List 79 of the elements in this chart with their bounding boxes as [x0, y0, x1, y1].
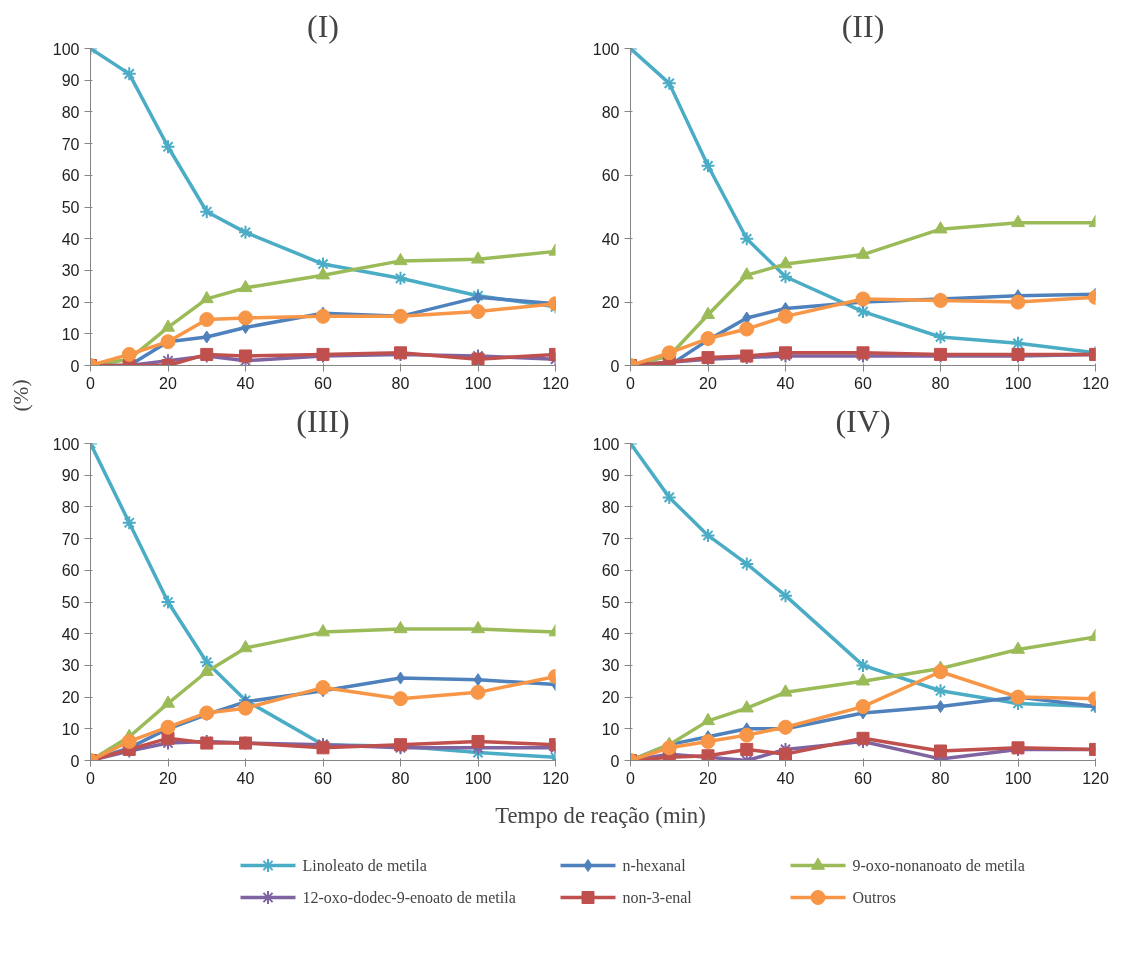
legend-label: Linoleato de metila	[302, 857, 427, 874]
x-tick-label: 0	[626, 769, 636, 787]
x-tick-label: 0	[86, 769, 96, 787]
legend-label: non-3-enal	[622, 889, 693, 906]
x-tick-label: 20	[699, 769, 717, 787]
x-tick-label: 120	[542, 769, 569, 787]
x-tick-label: 80	[391, 374, 410, 392]
y-tick-label: 90	[61, 467, 80, 485]
y-tick-label: 60	[61, 167, 80, 185]
legend-label: 9-oxo-nonanoato de metila	[852, 857, 1025, 874]
y-tick-label: 10	[61, 325, 80, 343]
y-tick-label: 100	[52, 40, 80, 58]
y-tick-label: 100	[52, 435, 80, 453]
x-tick-label: 80	[391, 769, 410, 787]
chart-title: (I)	[307, 7, 339, 44]
x-tick-label: 100	[1004, 374, 1032, 392]
y-tick-label: 30	[601, 657, 620, 675]
x-tick-label: 100	[464, 374, 492, 392]
x-tick-label: 120	[542, 374, 569, 392]
y-tick-label: 90	[601, 467, 620, 485]
y-tick-label: 70	[61, 530, 80, 548]
y-tick-label: 30	[61, 657, 80, 675]
legend-label: 12-oxo-dodec-9-enoato de metila	[302, 889, 516, 906]
x-tick-label: 60	[314, 374, 332, 392]
x-tick-label: 100	[1004, 769, 1032, 787]
x-axis-title: Tempo de reação (min)	[495, 803, 706, 828]
x-tick-label: 120	[1082, 769, 1109, 787]
x-tick-label: 0	[626, 374, 636, 392]
y-tick-label: 70	[61, 135, 80, 153]
y-tick-label: 90	[61, 72, 80, 90]
y-tick-label: 80	[601, 103, 620, 121]
y-tick-label: 20	[61, 294, 80, 312]
x-tick-label: 120	[1082, 374, 1109, 392]
y-tick-label: 10	[61, 720, 80, 738]
y-tick-label: 50	[601, 594, 620, 611]
x-tick-label: 20	[699, 374, 717, 392]
x-tick-label: 80	[931, 769, 950, 787]
x-tick-label: 60	[854, 769, 872, 787]
y-tick-label: 80	[601, 498, 620, 516]
y-tick-label: 0	[70, 357, 80, 375]
x-tick-label: 60	[314, 769, 332, 787]
y-tick-label: 50	[61, 594, 80, 611]
legend-label: n-hexanal	[622, 857, 687, 874]
x-tick-label: 100	[464, 769, 492, 787]
chart-title: (IV)	[835, 402, 891, 439]
y-tick-label: 60	[601, 167, 620, 185]
y-tick-label: 100	[592, 40, 620, 58]
y-tick-label: 20	[61, 689, 80, 707]
y-tick-label: 70	[601, 530, 620, 548]
x-tick-label: 20	[159, 769, 177, 787]
y-tick-label: 80	[61, 498, 80, 516]
y-tick-label: 40	[601, 230, 620, 248]
chart-title: (III)	[296, 402, 350, 439]
y-tick-label: 0	[70, 752, 80, 770]
chart-title: (II)	[841, 7, 885, 44]
y-tick-label: 30	[61, 262, 80, 280]
y-tick-label: 40	[61, 625, 80, 643]
x-tick-label: 40	[236, 769, 255, 787]
y-tick-label: 60	[601, 562, 620, 580]
x-tick-label: 80	[931, 374, 950, 392]
x-tick-label: 40	[776, 374, 795, 392]
y-tick-label: 50	[61, 199, 80, 216]
y-tick-label: 40	[61, 230, 80, 248]
y-tick-label: 0	[610, 752, 620, 770]
x-tick-label: 60	[854, 374, 872, 392]
x-tick-label: 40	[776, 769, 795, 787]
y-tick-label: 20	[601, 294, 620, 312]
legend-label: Outros	[852, 889, 897, 906]
y-axis-title: (%)	[8, 379, 33, 412]
y-tick-label: 40	[601, 625, 620, 643]
y-tick-label: 100	[592, 435, 620, 453]
x-tick-label: 20	[159, 374, 177, 392]
x-tick-label: 0	[86, 374, 96, 392]
y-tick-label: 20	[601, 689, 620, 707]
y-tick-label: 10	[601, 720, 620, 738]
y-tick-label: 0	[610, 357, 620, 375]
x-tick-label: 40	[236, 374, 255, 392]
y-tick-label: 80	[61, 103, 80, 121]
y-tick-label: 60	[61, 562, 80, 580]
